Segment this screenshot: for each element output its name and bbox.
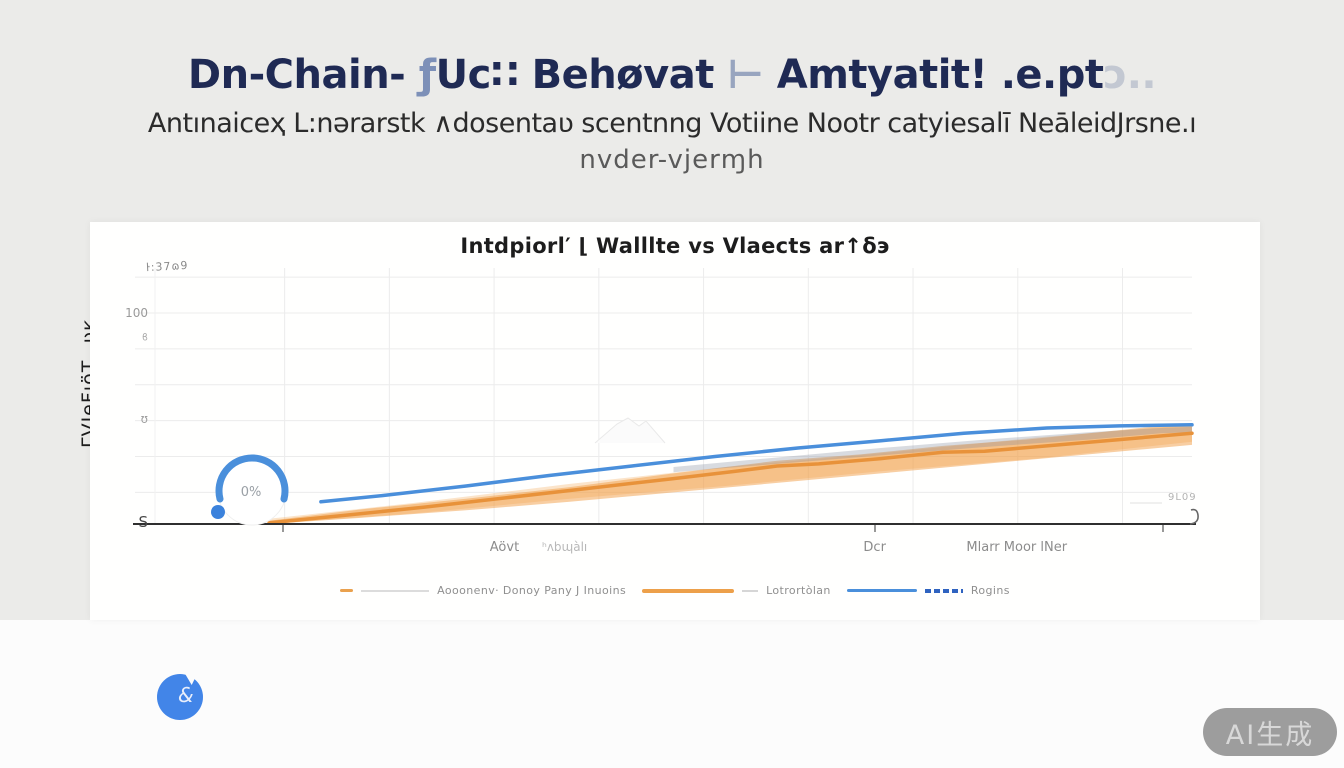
legend-item: Rogins bbox=[846, 584, 1010, 597]
chart-title: Intdpiorl′ ⌊ Walllte vs Vlaects ar↑δэ bbox=[460, 234, 890, 258]
chart-annotation-topleft: ŀ:37ɷ9 bbox=[145, 258, 189, 275]
x-axis-label: Mlarr Moor lNer bbox=[966, 540, 1068, 555]
series-line-Lotrortòlan bbox=[267, 431, 1194, 525]
chart-card: 0% Intdpiorl′ ⌊ Walllte vs Vlaects ar↑δэ… bbox=[90, 222, 1260, 620]
legend-marker-icon bbox=[924, 588, 963, 593]
x-axis-label: ʰʌbɰàlı bbox=[541, 540, 588, 554]
chart-plot: 0% bbox=[133, 268, 1199, 532]
chart-annotation-right: 9L09 bbox=[1168, 492, 1197, 503]
y-axis-label: S bbox=[138, 512, 148, 531]
title-segment: Amtyatit! .e.pt bbox=[776, 52, 1104, 98]
y-axis-label: ʊ bbox=[140, 411, 148, 426]
y-axis-label: ϐ bbox=[141, 332, 148, 344]
page-subtitle-line2: nvder-vjerɱh bbox=[579, 145, 765, 175]
x-axis-label: Dcr bbox=[863, 540, 886, 555]
series-line-Rogins bbox=[319, 423, 1194, 504]
mountain-watermark-icon bbox=[594, 417, 666, 444]
legend-label: Aooonenv· Donoy Pany J Inuoins bbox=[437, 584, 627, 597]
legend-label: Lotrortòlan bbox=[766, 584, 831, 597]
gauge-value: 0% bbox=[241, 485, 262, 500]
bottom-panel bbox=[0, 620, 1344, 768]
brand-badge-icon: & bbox=[157, 672, 203, 720]
page-subtitle: Antınaiceҳ L:nərarstk ∧dosentaʋ scentnng… bbox=[147, 108, 1197, 139]
legend-label: Rogins bbox=[970, 584, 1010, 597]
page-title: Dn-Chain- ƒUc∷ Behøvat ⊢ Amtyatit! .e.pt… bbox=[0, 52, 1344, 98]
legend-marker-icon bbox=[340, 589, 354, 592]
title-segment-faded: ɔ.. bbox=[1103, 52, 1157, 98]
y-axis-label: 100 bbox=[125, 306, 148, 320]
title-glyph-tack: ⊢ bbox=[727, 52, 777, 98]
title-glyph-f: ƒ bbox=[418, 52, 436, 98]
series-area-band-gray bbox=[673, 426, 1192, 473]
gauge-dot bbox=[211, 505, 225, 519]
legend-item: Aooonenv· Donoy Pany J Inuoins bbox=[340, 584, 626, 597]
x-axis-label: Aövt bbox=[489, 540, 520, 555]
legend-item: Lotrortòlan bbox=[642, 584, 831, 597]
chart-legend: Aooonenv· Donoy Pany J Inuoins Lotrortòla… bbox=[90, 584, 1260, 597]
ampersand-glyph: & bbox=[178, 683, 194, 707]
gauge-arc bbox=[215, 454, 289, 503]
legend-marker-icon bbox=[846, 589, 917, 592]
header: Dn-Chain- ƒUc∷ Behøvat ⊢ Amtyatit! .e.pt… bbox=[0, 52, 1344, 175]
legend-marker-icon bbox=[361, 589, 430, 592]
title-segment: Uc∷ Behøvat bbox=[435, 52, 728, 98]
x-axis-end-curl bbox=[1189, 508, 1199, 525]
title-segment: Dn-Chain- bbox=[187, 52, 419, 98]
legend-marker-icon bbox=[642, 588, 735, 593]
legend-marker-icon bbox=[742, 589, 759, 592]
ai-generated-watermark: AI生成 bbox=[1203, 708, 1337, 756]
